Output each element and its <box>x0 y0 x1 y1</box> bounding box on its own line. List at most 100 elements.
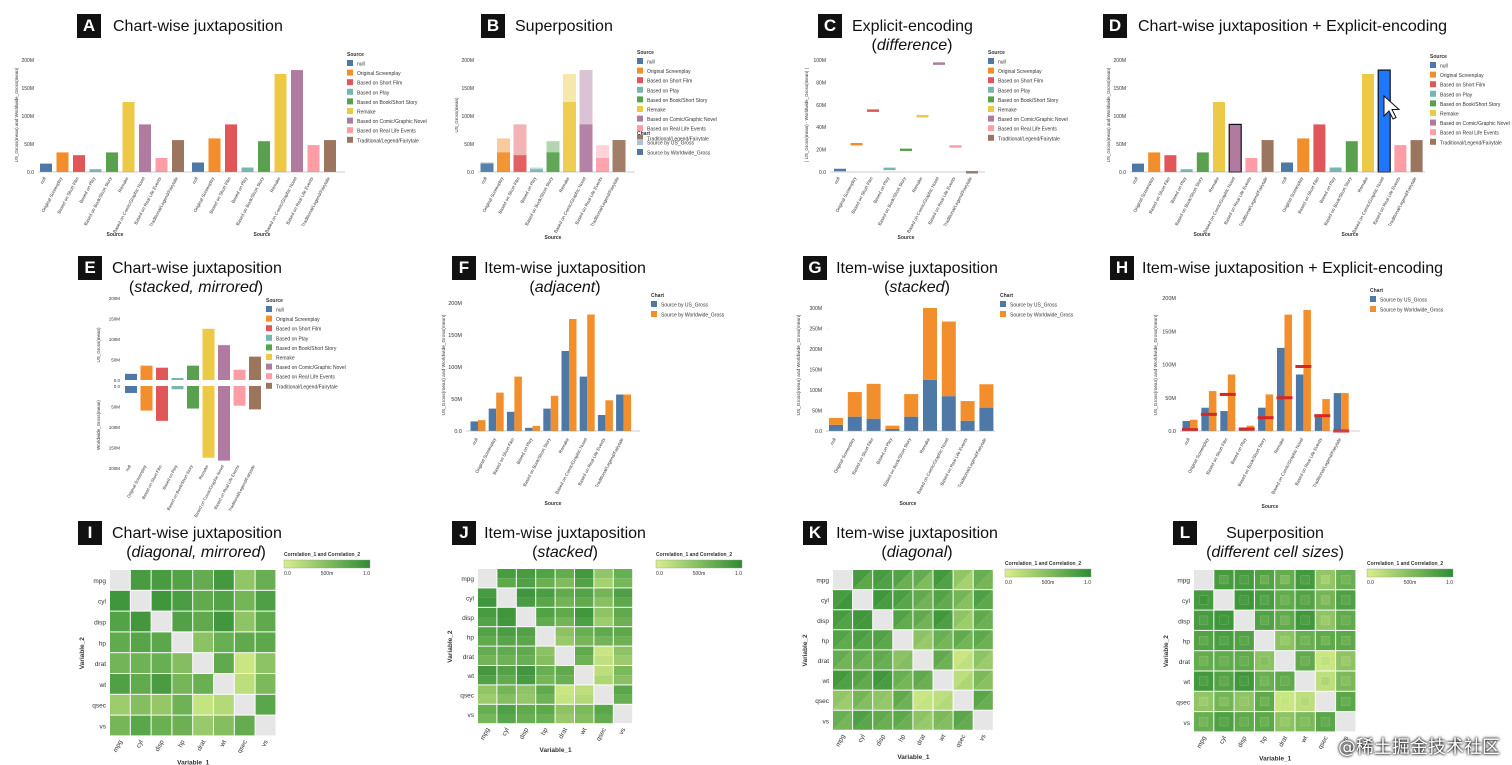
x-tick-label: disp <box>518 727 530 741</box>
heat-cell-bottom <box>613 675 633 685</box>
bar-ww <box>979 384 994 408</box>
heat-cell-inner <box>1219 636 1229 646</box>
diff-mark <box>900 148 912 152</box>
heat-cell-inner <box>1260 696 1270 706</box>
bar-ww <box>125 386 137 393</box>
heat-cell-top <box>594 704 613 714</box>
heatmap-legend-title: Correlation_1 and Correlation_2 <box>1005 561 1081 567</box>
panel-badge: F <box>452 256 476 280</box>
heat-cell <box>151 570 172 590</box>
heat-cell-upper-triangle <box>913 630 933 650</box>
x-tick-label: hp <box>1259 735 1269 745</box>
legend-title: Chart <box>651 293 664 299</box>
bar-us <box>202 328 215 380</box>
heat-cell <box>110 653 130 673</box>
heat-cell-upper-triangle <box>933 690 953 710</box>
bar-us <box>1164 155 1177 172</box>
heat-cell <box>255 590 276 611</box>
legend-label: null <box>1440 64 1448 70</box>
heat-cell-bottom <box>575 636 594 646</box>
heat-cell-bottom <box>478 617 497 627</box>
heat-cell-top <box>594 588 613 598</box>
heat-cell <box>130 674 151 694</box>
x-tick-label: qsec <box>595 726 608 742</box>
cursor-pointer-icon <box>1383 94 1401 120</box>
bar-ww <box>1313 124 1326 172</box>
heat-cell <box>1254 630 1275 651</box>
legend-title: Source <box>637 50 654 56</box>
legend-swatch <box>347 79 353 86</box>
heat-cell-inner <box>1341 696 1351 706</box>
heat-cell-inner <box>1199 717 1209 727</box>
heat-cell-bottom <box>594 578 613 588</box>
y-tick-label: 150M <box>461 86 474 92</box>
heat-cell-lower-triangle <box>893 650 913 670</box>
legend-swatch <box>637 125 643 132</box>
panel-badge: E <box>78 256 102 280</box>
panel-a: A Chart-wise juxtaposition <box>77 14 377 244</box>
y-tick-label: 250M <box>809 327 822 333</box>
heat-cell <box>594 685 613 704</box>
heat-cell-lower-triangle <box>833 710 853 730</box>
y-tick-label: 50M <box>1165 396 1176 402</box>
heat-cell <box>110 590 130 611</box>
heat-cell-top <box>516 704 536 714</box>
heat-cell-inner <box>1219 615 1229 625</box>
bar-ww <box>192 162 204 172</box>
legend-swatch <box>1430 90 1436 97</box>
bar-ww <box>218 386 230 461</box>
bar-ww <box>187 386 199 409</box>
y-tick-label: vs <box>823 718 830 725</box>
x-tick-label: mpg <box>479 727 491 742</box>
legend-swatch <box>637 106 643 112</box>
y-tick-label: 50M <box>24 142 34 148</box>
x-tick-label: Based on Short Film <box>1205 437 1229 476</box>
panel-d: D Chart-wise juxtaposition + Explicit-en… <box>1103 14 1503 244</box>
heat-cell <box>1295 671 1315 691</box>
x-tick-label: cyl <box>857 733 867 744</box>
legend-swatch <box>266 382 272 389</box>
heat-cell-lower-triangle <box>833 690 853 710</box>
heat-cell-top <box>613 666 633 676</box>
heat-cell-top <box>497 627 516 637</box>
x-tick-label: wt <box>218 739 228 749</box>
bar-us <box>1261 140 1274 172</box>
y-tick-label: 50M <box>111 358 120 363</box>
heat-cell-lower-triangle <box>833 650 853 670</box>
y-tick-label: 0.0 <box>1168 429 1176 435</box>
legend-label: Based on Real Life Events <box>647 127 706 133</box>
legend-label: Based on Play <box>998 88 1031 94</box>
heat-cell-upper-triangle <box>973 630 993 650</box>
heat-cell-inner <box>1260 676 1270 686</box>
x-axis-label: Source <box>545 501 562 507</box>
x-tick-label: drat <box>1278 735 1290 748</box>
bar-ww <box>233 386 246 406</box>
x-tick-label: wt <box>579 727 589 737</box>
bar-us <box>73 155 85 172</box>
y-tick-label: 0.0 <box>815 429 822 435</box>
heat-cell-top <box>536 704 555 714</box>
heat-cell <box>953 690 973 710</box>
y-tick-label: mpg <box>1177 578 1190 585</box>
x-tick-label: Based on Play <box>872 175 890 204</box>
bar-ww <box>202 386 215 458</box>
heat-cell-top <box>478 685 497 695</box>
legend-label: Remake <box>357 110 376 116</box>
x-tick-label: cyl <box>501 726 511 737</box>
bar-us <box>1180 169 1193 172</box>
legend-swatch <box>347 117 353 124</box>
heat-cell-upper-triangle <box>853 570 873 590</box>
y-axis-label: US_Gross(mean) and Worldwide_Gross(mean) <box>1153 314 1159 415</box>
heat-cell <box>234 715 255 736</box>
x-tick-label: Remake <box>1273 437 1286 455</box>
legend-label: Original Screenplay <box>276 317 320 323</box>
bar-ww <box>307 145 320 172</box>
heat-cell-lower-triangle <box>893 690 913 710</box>
x-axis-label: Source <box>545 235 562 241</box>
x-tick-label: vs <box>618 726 628 736</box>
heat-cell-inner <box>1300 636 1310 646</box>
heat-cell-bottom <box>478 694 497 704</box>
y-tick-label: 100M <box>1113 114 1126 120</box>
bar-ww <box>1284 314 1292 431</box>
heat-cell-lower-triangle <box>853 710 873 730</box>
